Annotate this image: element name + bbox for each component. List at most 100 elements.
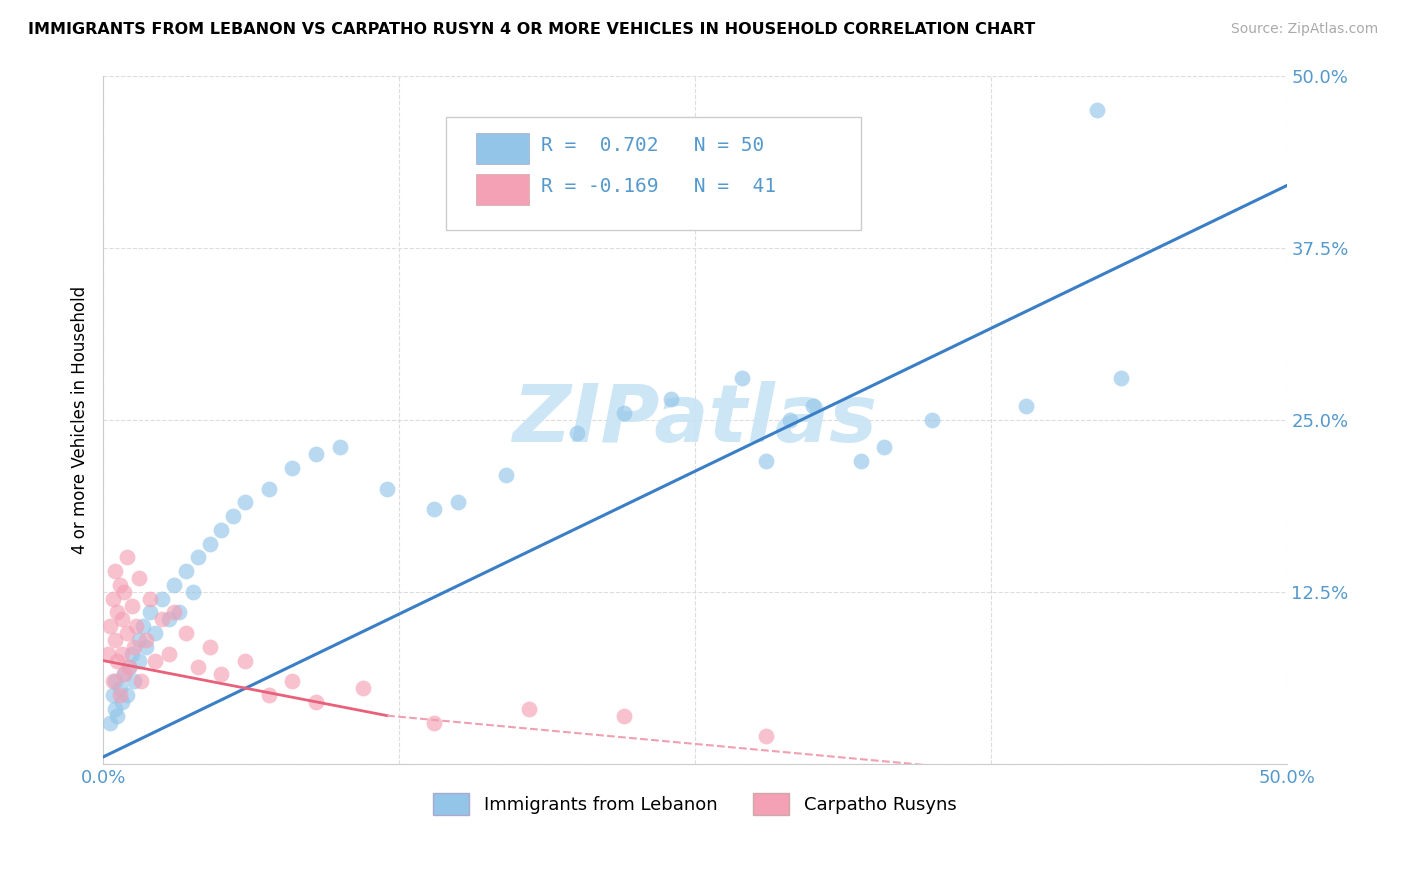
Point: [143, 654, 166, 668]
Point: [375, 482, 398, 496]
Point: [873, 440, 896, 454]
Point: [174, 626, 197, 640]
Point: [174, 564, 197, 578]
Point: [101, 688, 124, 702]
Point: [132, 619, 155, 633]
Point: [849, 454, 872, 468]
Point: [329, 440, 352, 454]
Point: [105, 654, 128, 668]
Point: [129, 674, 152, 689]
Point: [98, 715, 121, 730]
Point: [181, 584, 204, 599]
Point: [105, 708, 128, 723]
Point: [125, 619, 148, 633]
Point: [105, 606, 128, 620]
Point: [233, 654, 256, 668]
Point: [659, 392, 682, 406]
Point: [1015, 399, 1038, 413]
Point: [139, 606, 162, 620]
Point: [122, 640, 145, 654]
Point: [101, 591, 124, 606]
Point: [305, 447, 328, 461]
Point: [163, 578, 186, 592]
Point: [139, 591, 162, 606]
FancyBboxPatch shape: [475, 174, 529, 205]
Point: [101, 674, 124, 689]
Point: [198, 640, 221, 654]
Point: [104, 632, 127, 647]
Text: IMMIGRANTS FROM LEBANON VS CARPATHO RUSYN 4 OR MORE VEHICLES IN HOUSEHOLD CORREL: IMMIGRANTS FROM LEBANON VS CARPATHO RUSY…: [28, 22, 1035, 37]
Point: [613, 406, 636, 420]
Point: [565, 426, 588, 441]
Point: [211, 667, 233, 681]
Point: [163, 606, 186, 620]
Y-axis label: 4 or more Vehicles in Household: 4 or more Vehicles in Household: [72, 285, 89, 554]
Point: [135, 640, 157, 654]
Point: [150, 612, 173, 626]
Point: [115, 626, 138, 640]
Point: [104, 674, 127, 689]
Point: [108, 688, 131, 702]
Point: [118, 660, 141, 674]
Point: [755, 454, 778, 468]
Point: [98, 619, 121, 633]
Point: [111, 647, 134, 661]
Text: R = -0.169   N =  41: R = -0.169 N = 41: [541, 178, 776, 196]
Point: [198, 536, 221, 550]
Point: [157, 612, 180, 626]
Point: [104, 564, 127, 578]
Point: [257, 482, 280, 496]
Point: [921, 412, 943, 426]
Point: [211, 523, 233, 537]
Point: [143, 626, 166, 640]
Point: [233, 495, 256, 509]
Point: [114, 667, 136, 681]
Point: [150, 591, 173, 606]
Point: [108, 681, 131, 695]
Point: [187, 550, 209, 565]
Point: [423, 715, 446, 730]
Point: [495, 467, 517, 482]
Point: [135, 632, 157, 647]
Point: [122, 674, 145, 689]
Point: [115, 550, 138, 565]
Point: [128, 632, 150, 647]
Point: [447, 495, 470, 509]
Point: [517, 702, 540, 716]
Point: [281, 460, 304, 475]
Point: [114, 584, 136, 599]
Point: [108, 578, 131, 592]
Point: [353, 681, 375, 695]
Point: [111, 612, 134, 626]
Point: [121, 647, 143, 661]
Point: [118, 660, 141, 674]
Point: [128, 571, 150, 585]
Point: [97, 647, 120, 661]
Point: [115, 688, 138, 702]
Point: [111, 695, 134, 709]
Text: R =  0.702   N = 50: R = 0.702 N = 50: [541, 136, 765, 155]
Point: [613, 708, 636, 723]
Text: Source: ZipAtlas.com: Source: ZipAtlas.com: [1230, 22, 1378, 37]
Point: [257, 688, 280, 702]
Point: [755, 729, 778, 743]
Point: [281, 674, 304, 689]
Point: [801, 399, 824, 413]
Point: [187, 660, 209, 674]
Point: [157, 647, 180, 661]
Point: [1085, 103, 1108, 117]
Point: [423, 502, 446, 516]
Point: [1109, 371, 1132, 385]
Text: ZIPatlas: ZIPatlas: [512, 381, 877, 458]
Point: [167, 606, 190, 620]
Point: [731, 371, 754, 385]
Point: [128, 654, 150, 668]
Legend: Immigrants from Lebanon, Carpatho Rusyns: Immigrants from Lebanon, Carpatho Rusyns: [425, 783, 966, 823]
Point: [222, 509, 245, 524]
Point: [121, 599, 143, 613]
Point: [104, 702, 127, 716]
Point: [305, 695, 328, 709]
FancyBboxPatch shape: [475, 133, 529, 163]
Point: [114, 667, 136, 681]
FancyBboxPatch shape: [446, 117, 860, 230]
